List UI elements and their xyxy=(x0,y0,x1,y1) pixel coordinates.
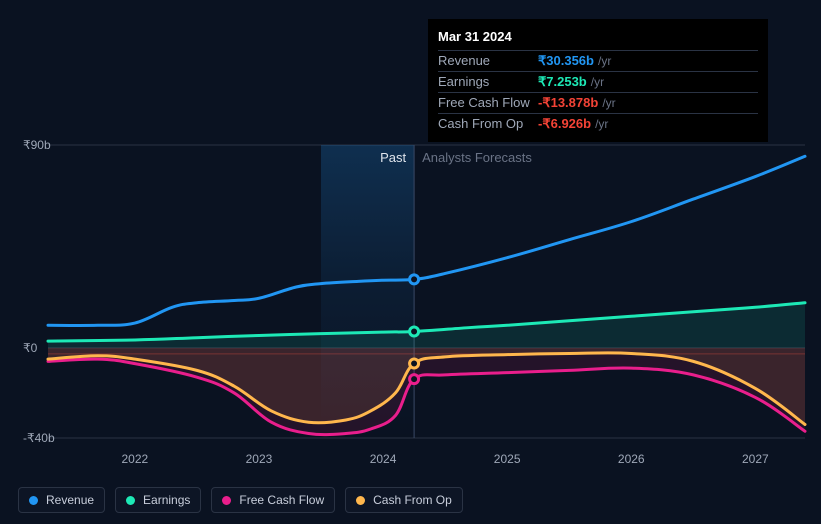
tooltip-row-value: ₹30.356b xyxy=(538,53,594,69)
x-tick-label: 2024 xyxy=(370,452,397,466)
tooltip-row-unit: /yr xyxy=(598,54,611,68)
tooltip-row-value: -₹6.926b xyxy=(538,116,591,132)
y-tick-label: -₹40b xyxy=(23,431,55,445)
data-tooltip: Mar 31 2024 Revenue₹30.356b/yrEarnings₹7… xyxy=(428,19,768,142)
legend-item-revenue[interactable]: Revenue xyxy=(18,487,105,513)
tooltip-row: Cash From Op-₹6.926b/yr xyxy=(438,113,758,134)
marker-revenue xyxy=(410,275,419,284)
legend-dot-icon xyxy=(126,496,135,505)
tooltip-row: Free Cash Flow-₹13.878b/yr xyxy=(438,92,758,113)
forecast-label: Analysts Forecasts xyxy=(422,150,532,165)
legend-label: Cash From Op xyxy=(373,493,452,507)
financials-chart: ₹90b ₹0 -₹40b 2022 2023 2024 2025 2026 2027 Pas… xyxy=(0,0,821,524)
x-tick-label: 2023 xyxy=(246,452,273,466)
tooltip-row-value: ₹7.253b xyxy=(538,74,587,90)
legend-dot-icon xyxy=(29,496,38,505)
marker-fcf xyxy=(410,375,419,384)
tooltip-row-label: Revenue xyxy=(438,53,538,68)
x-tick-label: 2025 xyxy=(494,452,521,466)
tooltip-row-label: Cash From Op xyxy=(438,116,538,131)
series-revenue xyxy=(48,156,805,325)
past-label: Past xyxy=(380,150,406,165)
x-tick-label: 2027 xyxy=(742,452,769,466)
tooltip-row: Earnings₹7.253b/yr xyxy=(438,71,758,92)
marker-earnings xyxy=(410,327,419,336)
legend-item-cfo[interactable]: Cash From Op xyxy=(345,487,463,513)
x-tick-label: 2022 xyxy=(122,452,149,466)
x-tick-label: 2026 xyxy=(618,452,645,466)
tooltip-row-label: Free Cash Flow xyxy=(438,95,538,110)
legend: Revenue Earnings Free Cash Flow Cash From O… xyxy=(18,487,463,513)
tooltip-row-unit: /yr xyxy=(602,96,615,110)
tooltip-row: Revenue₹30.356b/yr xyxy=(438,50,758,71)
marker-cfo xyxy=(410,359,419,368)
legend-dot-icon xyxy=(222,496,231,505)
legend-item-fcf[interactable]: Free Cash Flow xyxy=(211,487,335,513)
tooltip-row-unit: /yr xyxy=(591,75,604,89)
tooltip-row-value: -₹13.878b xyxy=(538,95,598,111)
tooltip-row-unit: /yr xyxy=(595,117,608,131)
tooltip-date: Mar 31 2024 xyxy=(438,25,758,50)
legend-label: Free Cash Flow xyxy=(239,493,324,507)
legend-label: Earnings xyxy=(143,493,190,507)
legend-label: Revenue xyxy=(46,493,94,507)
y-tick-label: ₹0 xyxy=(23,341,37,355)
y-tick-label: ₹90b xyxy=(23,138,51,152)
legend-dot-icon xyxy=(356,496,365,505)
tooltip-row-label: Earnings xyxy=(438,74,538,89)
legend-item-earnings[interactable]: Earnings xyxy=(115,487,201,513)
